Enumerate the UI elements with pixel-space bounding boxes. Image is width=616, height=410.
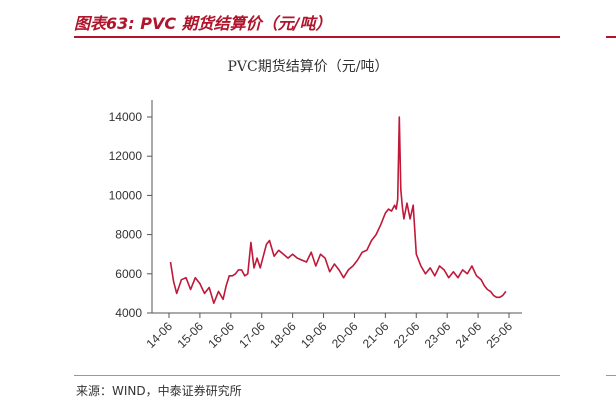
x-tick-label: 17-06 xyxy=(236,319,268,351)
series-line xyxy=(169,116,507,304)
x-tick-label: 19-06 xyxy=(298,319,330,351)
y-tick-label: 4000 xyxy=(115,306,142,320)
y-tick-label: 8000 xyxy=(115,228,142,242)
x-tick-label: 18-06 xyxy=(267,319,299,351)
source-note: 来源：WIND，中泰证券研究所 xyxy=(76,384,242,398)
y-tick-label: 10000 xyxy=(109,188,143,202)
x-tick-label: 21-06 xyxy=(360,319,392,351)
header-rule xyxy=(74,36,560,38)
x-tick-label: 25-06 xyxy=(484,319,516,351)
y-tick-label: 12000 xyxy=(109,149,143,163)
y-tick-label: 14000 xyxy=(109,110,143,124)
x-tick-label: 22-06 xyxy=(391,319,423,351)
footer-rule xyxy=(74,375,560,376)
figure-header: 图表63: PVC 期货结算价（元/吨） xyxy=(74,6,560,38)
x-tick-label: 14-06 xyxy=(144,319,176,351)
x-tick-label: 24-06 xyxy=(453,319,485,351)
chart-title: PVC期货结算价（元/吨） xyxy=(227,59,389,75)
x-tick-label: 23-06 xyxy=(422,319,454,351)
header-rule-next-figure xyxy=(606,36,616,38)
x-tick-label: 16-06 xyxy=(205,319,237,351)
x-tick-label: 15-06 xyxy=(174,319,206,351)
y-tick-label: 6000 xyxy=(115,267,142,281)
figure-title: 图表63: PVC 期货结算价（元/吨） xyxy=(74,14,332,33)
footer-rule-next-figure xyxy=(606,375,616,376)
x-tick-label: 20-06 xyxy=(329,319,361,351)
